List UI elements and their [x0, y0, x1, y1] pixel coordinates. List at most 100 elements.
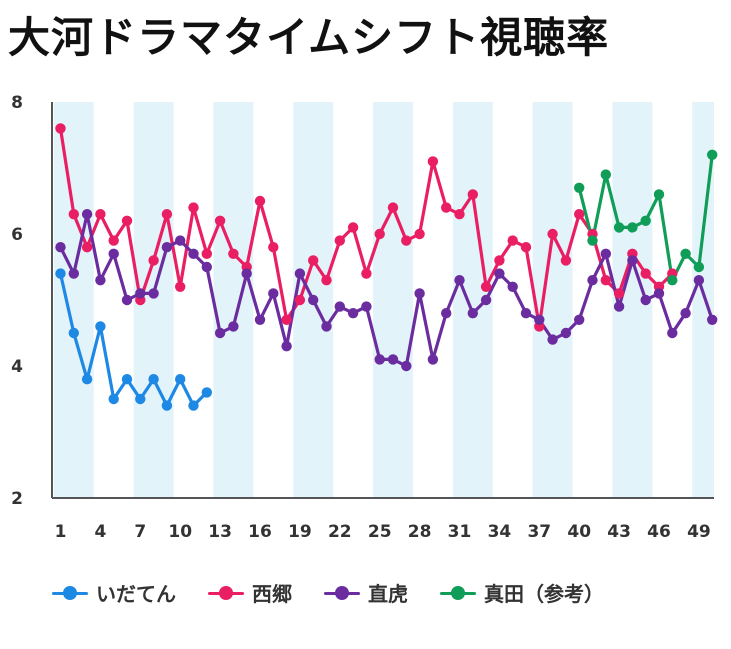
data-point-2 [374, 228, 385, 240]
data-point-4 [693, 261, 705, 273]
data-point-3 [494, 268, 505, 279]
x-tick-label: 13 [208, 522, 232, 542]
series-points [55, 123, 718, 411]
data-point-3 [707, 314, 718, 325]
data-point-2 [347, 222, 359, 233]
background-band [532, 102, 573, 498]
legend-label: 直虎 [368, 582, 408, 606]
data-point-3 [427, 354, 439, 365]
data-point-3 [228, 321, 239, 332]
data-point-3 [68, 268, 80, 279]
data-point-2 [268, 242, 279, 253]
data-point-3 [507, 281, 518, 292]
data-point-1 [121, 374, 133, 385]
data-point-3 [574, 314, 585, 325]
data-point-3 [161, 242, 173, 253]
data-point-3 [627, 255, 638, 266]
data-point-3 [480, 294, 492, 306]
legend-item: いだてん [52, 578, 176, 607]
data-point-4 [680, 248, 691, 259]
data-point-1 [95, 321, 106, 332]
data-point-1 [188, 400, 199, 411]
background-band [213, 102, 254, 498]
data-point-3 [254, 314, 266, 325]
data-point-1 [135, 393, 146, 405]
data-point-3 [188, 248, 199, 259]
data-point-2 [188, 202, 199, 213]
data-point-2 [95, 209, 106, 220]
data-point-1 [148, 374, 159, 385]
legend-swatch [52, 585, 88, 600]
data-point-2 [401, 235, 412, 246]
data-point-3 [268, 288, 279, 299]
data-point-3 [653, 288, 665, 299]
data-point-2 [560, 255, 572, 266]
data-point-2 [81, 242, 93, 253]
data-point-3 [693, 275, 705, 286]
data-point-4 [640, 215, 651, 226]
data-point-2 [254, 195, 266, 207]
legend-swatch [208, 585, 244, 600]
legend-item: 西郷 [208, 578, 292, 607]
data-point-2 [321, 275, 332, 286]
data-point-3 [334, 301, 345, 312]
data-point-2 [361, 268, 372, 279]
axes [51, 102, 714, 499]
x-tick-label: 16 [248, 522, 272, 542]
data-point-3 [600, 248, 611, 259]
data-point-3 [534, 314, 545, 325]
x-tick-label: 46 [647, 522, 671, 542]
data-point-1 [161, 400, 173, 411]
data-point-3 [520, 308, 532, 319]
data-point-3 [374, 354, 385, 365]
background-bands [53, 102, 714, 498]
y-tick-label: 2 [11, 489, 23, 509]
background-band [53, 102, 94, 498]
legend-label: 西郷 [252, 582, 292, 606]
data-point-3 [294, 268, 306, 279]
y-tick-label: 6 [11, 225, 23, 245]
data-point-3 [454, 275, 465, 286]
x-tick-label: 1 [55, 522, 67, 542]
data-point-3 [175, 235, 186, 246]
data-point-2 [308, 255, 319, 266]
data-point-2 [294, 294, 306, 306]
data-point-2 [387, 202, 399, 213]
x-tick-label: 7 [134, 522, 146, 542]
legend-label: いだてん [96, 582, 176, 606]
data-point-3 [361, 301, 372, 312]
data-point-3 [201, 261, 212, 273]
data-point-3 [414, 288, 425, 299]
data-point-3 [55, 242, 66, 253]
data-point-3 [441, 308, 452, 319]
x-tick-label: 49 [687, 522, 711, 542]
data-point-2 [175, 281, 186, 292]
data-point-4 [574, 182, 585, 193]
data-point-2 [600, 275, 611, 286]
x-tick-label: 28 [408, 522, 432, 542]
y-tick-label: 4 [11, 357, 23, 377]
data-point-2 [613, 288, 625, 299]
y-tick-labels: 2 4 6 8 [11, 93, 23, 509]
data-point-1 [55, 268, 66, 279]
data-point-3 [640, 294, 651, 306]
data-point-4 [707, 149, 718, 160]
data-point-3 [401, 360, 412, 372]
legend-swatch [324, 585, 360, 600]
data-point-2 [161, 209, 173, 220]
data-point-3 [667, 327, 678, 339]
chart-title: 大河ドラマタイムシフト視聴率 [8, 13, 610, 62]
data-point-1 [201, 387, 212, 398]
legend-swatch [440, 585, 476, 600]
data-point-3 [135, 288, 146, 299]
data-point-3 [347, 308, 359, 319]
data-point-3 [387, 354, 399, 365]
y-tick-label: 8 [11, 93, 23, 113]
legend: いだてん 西郷 直虎 真田（参考） [52, 578, 604, 607]
data-point-2 [547, 228, 558, 240]
x-tick-labels: 1 4 7 10 13 16 19 22 25 28 31 34 37 40 43 46 49 [55, 522, 711, 542]
data-point-2 [55, 123, 66, 134]
data-point-2 [441, 202, 452, 213]
data-point-3 [321, 321, 332, 332]
